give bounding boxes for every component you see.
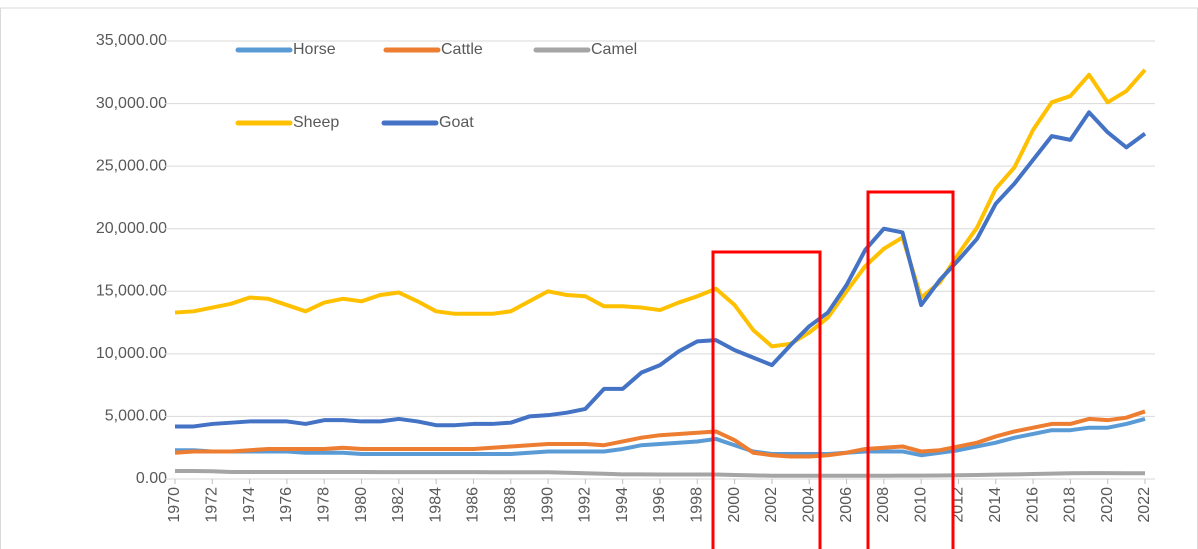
x-tick-label: 1978 [315, 487, 332, 523]
series-line [175, 110, 1147, 429]
x-tick-label: 1992 [577, 487, 594, 523]
x-tick-label: 2006 [838, 487, 855, 523]
chart-border [0, 7, 1198, 549]
legend-label: Horse [293, 41, 336, 58]
x-tick-label: 2000 [726, 487, 743, 523]
x-tick-label: 2014 [987, 487, 1004, 523]
legend-label: Camel [591, 41, 637, 58]
x-tick-label: 1976 [278, 487, 295, 523]
x-tick-label: 1974 [241, 487, 258, 523]
series-line [175, 416, 1146, 458]
x-tick-label: 1988 [502, 487, 519, 523]
y-tick-label: 20,000.00 [96, 220, 167, 237]
y-tick-label: 10,000.00 [96, 345, 167, 362]
plot-area: 0.00 5,000.00 10,000.00 15,000.00 20,000.00 2… [96, 32, 1155, 523]
series-line [175, 468, 1145, 478]
x-tick-label: 1980 [353, 487, 370, 523]
y-tick-label: 25,000.00 [96, 157, 167, 174]
x-tick-label: 2022 [1136, 487, 1153, 523]
y-tick-label: 5,000.00 [105, 408, 167, 425]
x-tick-label: 1996 [651, 487, 668, 523]
legend-label: Sheep [293, 114, 339, 131]
x-tick-label: 1986 [465, 487, 482, 523]
highlight-boxes [711, 190, 955, 549]
x-tick-label: 2018 [1062, 487, 1079, 523]
x-tick-label: 1984 [427, 487, 444, 523]
x-tick-label: 1990 [539, 487, 556, 523]
legend-label: Goat [439, 114, 474, 131]
x-tick-label: 2004 [800, 487, 817, 523]
x-tick-label: 1972 [204, 487, 221, 523]
series-line [174, 68, 1147, 349]
highlight-box [711, 250, 822, 549]
x-tick-label: 1982 [390, 487, 407, 523]
highlight-box [866, 190, 955, 549]
y-tick-label: 30,000.00 [96, 95, 167, 112]
x-tick-label: 2008 [875, 487, 892, 523]
series-line [174, 409, 1146, 459]
x-tick-label: 2016 [1024, 487, 1041, 523]
x-tick-label: 1998 [689, 487, 706, 523]
x-tick-label: 2020 [1099, 487, 1116, 523]
x-tick-label: 1994 [614, 487, 631, 523]
x-tick-label: 2002 [763, 487, 780, 523]
legend-label: Cattle [441, 41, 483, 58]
x-tick-label: 1970 [166, 487, 183, 523]
y-tick-label: 35,000.00 [96, 32, 167, 49]
x-tick-label: 2010 [912, 487, 929, 523]
y-tick-label: 15,000.00 [96, 283, 167, 300]
y-tick-label: 0.00 [136, 470, 167, 487]
